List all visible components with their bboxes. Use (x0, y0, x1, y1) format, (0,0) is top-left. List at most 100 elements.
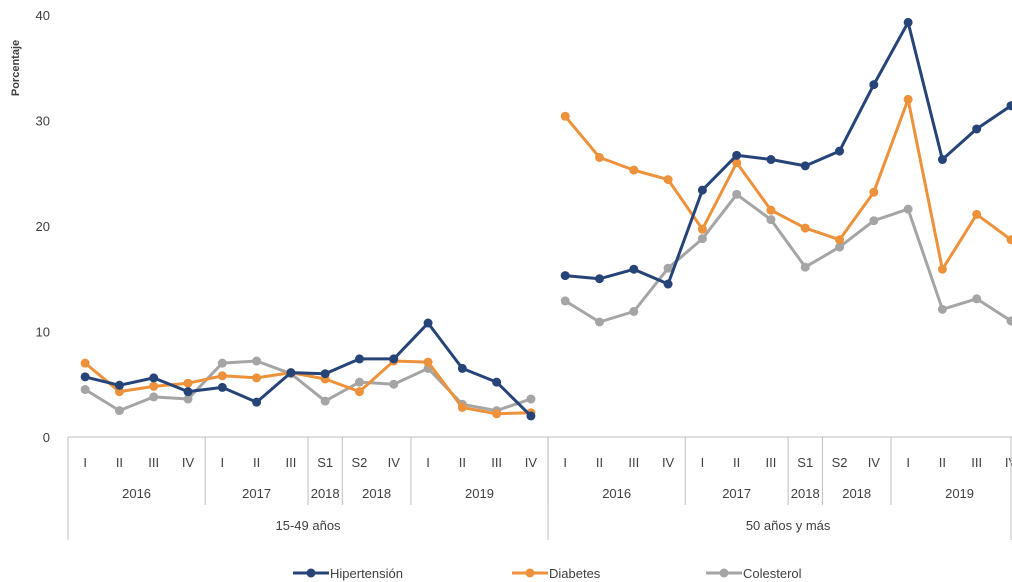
data-point (492, 377, 502, 387)
x-tick-label: I (563, 455, 567, 470)
data-point (835, 242, 845, 252)
data-point (835, 235, 845, 245)
data-point (149, 373, 159, 383)
x-tick-label: I (220, 455, 224, 470)
legend-item-diabetes: Diabetes (512, 566, 601, 581)
y-tick-label: 30 (36, 114, 50, 129)
data-point (320, 396, 330, 406)
data-point (560, 111, 570, 121)
x-tick-label: S2 (832, 455, 848, 470)
series-line (564, 192, 1012, 324)
data-point (526, 411, 536, 421)
x-tick-label: S1 (317, 455, 333, 470)
x-tick-label: S1 (797, 455, 813, 470)
data-point (80, 358, 90, 368)
x-tick-label: II (596, 455, 603, 470)
x-tick-label: III (766, 455, 777, 470)
data-point (423, 318, 433, 328)
x-tick-label: III (491, 455, 502, 470)
x-tick-label: IV (868, 455, 881, 470)
y-axis-title: Porcentaje (10, 40, 22, 96)
data-point (903, 94, 913, 104)
data-point (457, 402, 467, 412)
y-tick-label: 0 (43, 430, 50, 445)
data-point (114, 387, 124, 397)
legend-item-colesterol: Colesterol (706, 566, 802, 581)
legend-label: Hipertensión (330, 566, 403, 581)
legend-marker-icon (306, 568, 316, 578)
data-point (972, 209, 982, 219)
series-colesterol (80, 189, 1012, 416)
data-point (732, 150, 742, 160)
x-tick-label: I (83, 455, 87, 470)
x-year-label: 2017 (242, 486, 271, 501)
plot-area (80, 17, 1012, 421)
data-point (114, 406, 124, 416)
data-point (560, 271, 570, 281)
x-tick-label: III (628, 455, 639, 470)
x-year-label: 2016 (602, 486, 631, 501)
x-tick-label: IV (662, 455, 675, 470)
data-point (1006, 316, 1012, 326)
x-axis: I II III IV I II III S1 S2 IV I II III IV I II III IV I II I… (67, 436, 1012, 540)
data-point (217, 358, 227, 368)
x-year-label: 2018 (842, 486, 871, 501)
series-line (565, 20, 1012, 286)
legend-item-hipertensión: Hipertensión (293, 566, 403, 581)
legend-marker-icon (719, 568, 729, 578)
data-point (526, 394, 536, 404)
data-point (183, 394, 193, 404)
x-tick-label: IV (1005, 455, 1012, 470)
x-year-label: 2018 (362, 486, 391, 501)
series-hipertensión (80, 17, 1012, 421)
data-point (869, 187, 879, 197)
data-point (457, 363, 467, 373)
data-point (149, 392, 159, 402)
y-axis-label: Porcentaje (10, 40, 22, 96)
data-point (835, 146, 845, 156)
x-group-label: 50 años y más (746, 518, 831, 533)
legend-label: Diabetes (549, 566, 601, 581)
data-point (663, 175, 673, 185)
x-year-label: 2019 (465, 486, 494, 501)
legend-label: Colesterol (743, 566, 802, 581)
data-point (354, 387, 364, 397)
data-point (217, 382, 227, 392)
y-tick-label: 40 (36, 8, 50, 23)
x-year-label: 2019 (945, 486, 974, 501)
data-point (869, 80, 879, 90)
data-point (766, 215, 776, 225)
data-point (80, 372, 90, 382)
data-point (252, 397, 262, 407)
legend: Hipertensión Diabetes Colesterol (293, 566, 802, 581)
x-year-label: 2017 (722, 486, 751, 501)
x-tick-label: IV (182, 455, 195, 470)
y-axis-ticks: 0 10 20 30 40 (36, 8, 50, 445)
data-point (903, 17, 913, 27)
data-point (937, 264, 947, 274)
data-point (595, 317, 605, 327)
data-point (937, 304, 947, 314)
x-tick-label: IV (388, 455, 401, 470)
x-tick-label: II (253, 455, 260, 470)
data-point (80, 385, 90, 395)
y-tick-label: 20 (36, 219, 50, 234)
x-year-label: 2018 (311, 486, 340, 501)
data-point (629, 264, 639, 274)
data-point (766, 205, 776, 215)
data-point (869, 216, 879, 226)
data-point (1006, 235, 1012, 245)
series-line (564, 97, 1012, 271)
data-point (595, 274, 605, 284)
data-point (423, 357, 433, 367)
series-diabetes (80, 94, 1012, 419)
x-tick-label: II (459, 455, 466, 470)
data-point (389, 379, 399, 389)
data-point (800, 161, 810, 171)
data-point (389, 354, 399, 364)
data-point (972, 124, 982, 134)
data-point (937, 155, 947, 165)
data-point (800, 262, 810, 272)
x-tick-label: S2 (352, 455, 368, 470)
